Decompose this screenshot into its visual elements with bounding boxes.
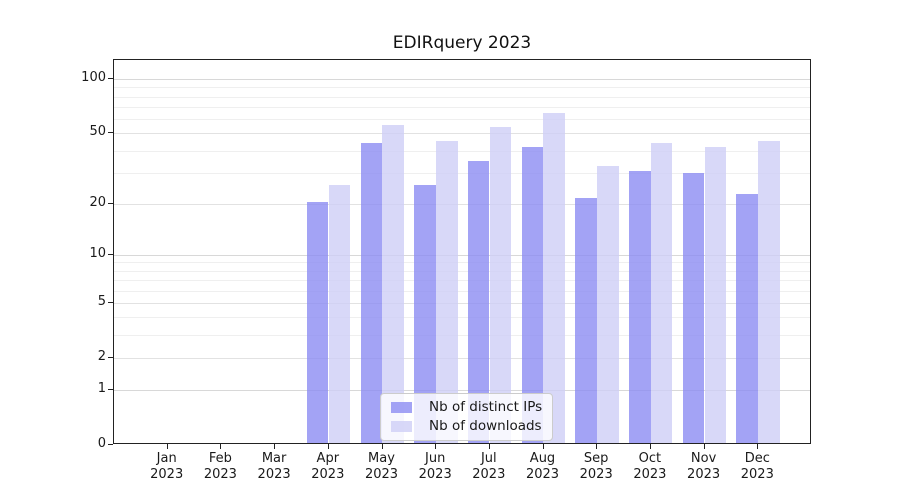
legend-row-downloads: Nb of downloads (391, 419, 542, 434)
gridline-60 (114, 119, 810, 120)
x-tick-mark-may (381, 444, 383, 449)
bar-distinct-ips-may (360, 142, 383, 443)
x-tick-mark-dec (757, 444, 759, 449)
bar-downloads-may (382, 125, 404, 443)
x-tick-label-oct: Oct 2023 (633, 451, 667, 482)
legend-swatch-downloads (391, 421, 412, 432)
gridline-80 (114, 96, 810, 98)
gridline-5 (114, 302, 810, 304)
gridline-70 (114, 107, 810, 108)
y-tick-mark-0 (108, 444, 113, 445)
gridline-50 (114, 133, 810, 135)
x-tick-label-jun: Jun 2023 (418, 451, 452, 482)
y-tick-mark-20 (108, 202, 113, 204)
gridline-40 (114, 150, 810, 152)
y-tick-label-5: 5 (97, 293, 106, 309)
bar-distinct-ips-sep (575, 197, 597, 443)
legend-swatch-distinct-ips (391, 402, 412, 413)
bar-downloads-dec (758, 141, 780, 443)
x-tick-mark-jun (435, 444, 437, 449)
gridline-20 (114, 203, 810, 205)
gridline-4 (114, 317, 810, 319)
y-tick-label-10: 10 (89, 245, 106, 261)
x-tick-label-jan: Jan 2023 (150, 451, 184, 482)
bar-distinct-ips-aug (521, 146, 544, 443)
x-tick-label-dec: Dec 2023 (740, 451, 774, 482)
x-tick-label-aug: Aug 2023 (525, 451, 560, 482)
gridline-1 (114, 390, 810, 391)
bar-distinct-ips-nov (682, 173, 705, 443)
y-tick-label-1: 1 (97, 381, 106, 396)
y-tick-label-0: 0 (97, 436, 106, 451)
x-tick-mark-feb (220, 444, 222, 449)
bar-distinct-ips-jun (414, 184, 436, 443)
x-tick-mark-mar (274, 444, 276, 449)
x-tick-mark-nov (703, 444, 705, 449)
gridline-3 (114, 335, 810, 337)
bar-distinct-ips-jul (467, 161, 490, 443)
y-tick-mark-100 (108, 78, 113, 79)
x-tick-mark-oct (649, 444, 651, 449)
y-tick-mark-2 (108, 356, 113, 358)
y-tick-label-50: 50 (89, 124, 106, 140)
x-tick-label-feb: Feb 2023 (203, 451, 237, 482)
y-tick-label-2: 2 (97, 348, 106, 364)
gridline-2 (114, 357, 810, 359)
legend-row-distinct-ips: Nb of distinct IPs (391, 400, 542, 415)
bar-distinct-ips-apr (306, 201, 329, 443)
gridline-8 (114, 270, 810, 272)
gridline-100 (114, 79, 810, 80)
bar-distinct-ips-dec (736, 194, 758, 443)
x-tick-mark-jan (166, 444, 168, 449)
bar-downloads-oct (650, 142, 673, 443)
gridline-10 (114, 254, 810, 256)
x-tick-mark-sep (596, 444, 598, 449)
x-tick-label-jul: Jul 2023 (472, 451, 506, 482)
x-tick-label-apr: Apr 2023 (311, 451, 345, 482)
bar-downloads-jul (489, 126, 512, 443)
bar-downloads-sep (597, 165, 619, 443)
y-tick-mark-5 (108, 301, 113, 303)
x-tick-mark-jul (488, 444, 490, 449)
bar-downloads-jun (436, 141, 458, 443)
y-tick-mark-50 (108, 132, 113, 134)
bar-downloads-nov (704, 146, 727, 443)
gridline-30 (114, 172, 810, 174)
gridline-90 (114, 87, 810, 89)
legend: Nb of distinct IPs Nb of downloads (380, 393, 554, 441)
bar-downloads-aug (543, 113, 565, 443)
gridline-9 (114, 262, 810, 264)
gridline-6 (114, 290, 810, 292)
y-tick-mark-10 (108, 253, 113, 255)
plot-area: Nb of distinct IPs Nb of downloads (113, 59, 811, 444)
gridline-7 (114, 280, 810, 282)
x-tick-label-may: May 2023 (364, 451, 399, 482)
y-tick-mark-1 (108, 389, 113, 390)
legend-label-distinct-ips: Nb of distinct IPs (429, 399, 543, 415)
x-tick-label-sep: Sep 2023 (579, 451, 613, 482)
y-tick-label-100: 100 (81, 70, 106, 85)
x-tick-mark-apr (327, 444, 329, 449)
chart-title: EDIRquery 2023 (392, 33, 532, 53)
legend-label-downloads: Nb of downloads (429, 418, 542, 434)
x-tick-label-nov: Nov 2023 (687, 451, 721, 482)
bar-downloads-apr (328, 184, 351, 443)
x-tick-mark-aug (542, 444, 544, 449)
bar-distinct-ips-oct (629, 170, 651, 443)
x-tick-label-mar: Mar 2023 (257, 451, 291, 482)
y-tick-label-20: 20 (89, 194, 106, 210)
